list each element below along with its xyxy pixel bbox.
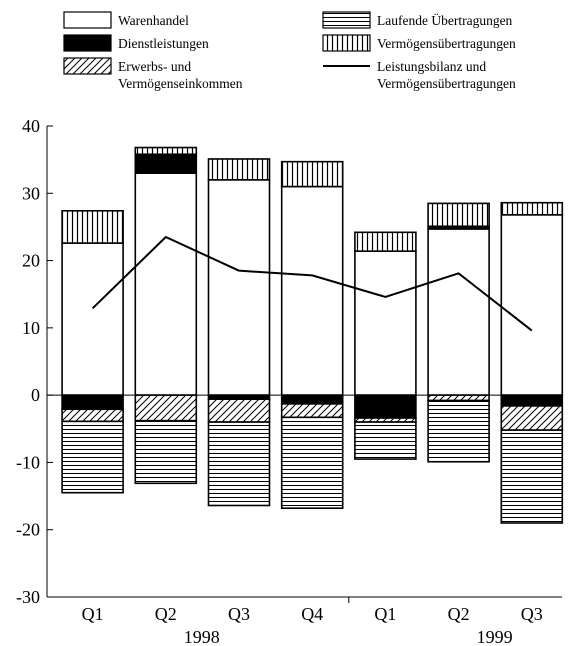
- legend-label-erwerbs-line2: Vermögenseinkommen: [118, 76, 243, 91]
- legend: Warenhandel Dienstleistungen Erwerbs- un…: [63, 11, 516, 91]
- legend-label-line-line2: Vermögensübertragungen: [377, 76, 516, 91]
- bar-segment-7-series-3: [500, 405, 564, 431]
- bar-segment-6-series-4: [427, 399, 490, 463]
- bar-segment-3-series-5: [207, 158, 271, 181]
- bar-segment-5-series-5: [354, 231, 417, 252]
- y-tick-label: 10: [22, 318, 40, 338]
- x-tick-label: Q2: [448, 604, 470, 624]
- legend-label-laufende: Laufende Übertragungen: [377, 13, 513, 28]
- legend-swatch-dienstleistungen: [63, 34, 112, 52]
- bar-segment-1-series-1: [61, 242, 124, 396]
- y-tick-label: -10: [16, 452, 40, 472]
- x-tick-label: Q4: [301, 604, 323, 624]
- legend-label-erwerbs-line1: Erwerbs- und: [118, 59, 191, 74]
- bar-segment-3-series-3: [207, 398, 271, 423]
- legend-label-line-line1: Leistungsbilanz und: [377, 59, 486, 74]
- y-tick-label: -30: [16, 587, 40, 607]
- bar-segment-1-series-2: [61, 394, 124, 411]
- bar-segment-4-series-3: [280, 403, 344, 419]
- x-tick-label: Q3: [521, 604, 543, 624]
- bar-segment-4-series-1: [280, 185, 344, 396]
- x-tick-label: Q1: [374, 604, 396, 624]
- year-label: 1999: [477, 627, 513, 646]
- bar-segment-7-series-5: [500, 201, 564, 216]
- bar-segment-6-series-1: [427, 228, 490, 396]
- bar-segment-7-series-1: [500, 214, 564, 396]
- x-tick-label: Q1: [82, 604, 104, 624]
- legend-label-vermoegens: Vermögensübertragungen: [377, 36, 516, 51]
- bar-segment-2-series-1: [134, 172, 198, 396]
- bar-segment-2-series-3: [134, 394, 198, 422]
- legend-label-warenhandel: Warenhandel: [118, 13, 189, 28]
- bar-segment-7-series-4: [500, 429, 564, 524]
- bar-segment-5-series-1: [354, 250, 417, 396]
- y-tick-label: 0: [31, 385, 40, 405]
- y-tick-label: -20: [16, 520, 40, 540]
- bar-segment-1-series-5: [61, 209, 124, 244]
- line-series: [91, 236, 533, 332]
- x-tick-label: Q2: [155, 604, 177, 624]
- legend-swatch-laufende: [322, 11, 371, 29]
- x-tick-label: Q3: [228, 604, 250, 624]
- plot-area: 40 30 20 10 0 -10 -20 -30 Q1 Q2 Q3 Q4 Q1 Q2 Q3 1998 1999: [16, 116, 564, 646]
- bar-segment-6-series-5: [427, 202, 490, 228]
- bar-segment-1-series-4: [61, 420, 124, 494]
- legend-swatch-warenhandel: [63, 11, 112, 29]
- legend-swatch-erwerbs: [63, 57, 112, 75]
- y-tick-label: 20: [22, 251, 40, 271]
- bar-segment-1-series-3: [61, 408, 124, 423]
- y-tick-label: 40: [22, 116, 40, 136]
- legend-label-dienstleistungen: Dienstleistungen: [118, 36, 209, 51]
- bar-segment-4-series-2: [280, 394, 344, 405]
- bar-segment-2-series-5: [134, 146, 198, 156]
- bar-segment-4-series-5: [280, 160, 344, 188]
- bar-segment-3-series-4: [207, 421, 271, 507]
- bar-segment-3-series-1: [207, 179, 271, 396]
- year-label: 1998: [184, 627, 220, 646]
- bar-segment-2-series-2: [134, 153, 198, 174]
- bar-segment-6-series-3: [427, 394, 490, 402]
- y-tick-label: 30: [22, 183, 40, 203]
- bar-segment-7-series-2: [500, 394, 564, 407]
- bar-segment-2-series-4: [134, 419, 198, 485]
- bar-segment-4-series-4: [280, 416, 344, 509]
- bar-segment-5-series-4: [354, 421, 417, 460]
- legend-swatch-vermoegens: [322, 34, 371, 52]
- bar-segment-5-series-2: [354, 394, 417, 419]
